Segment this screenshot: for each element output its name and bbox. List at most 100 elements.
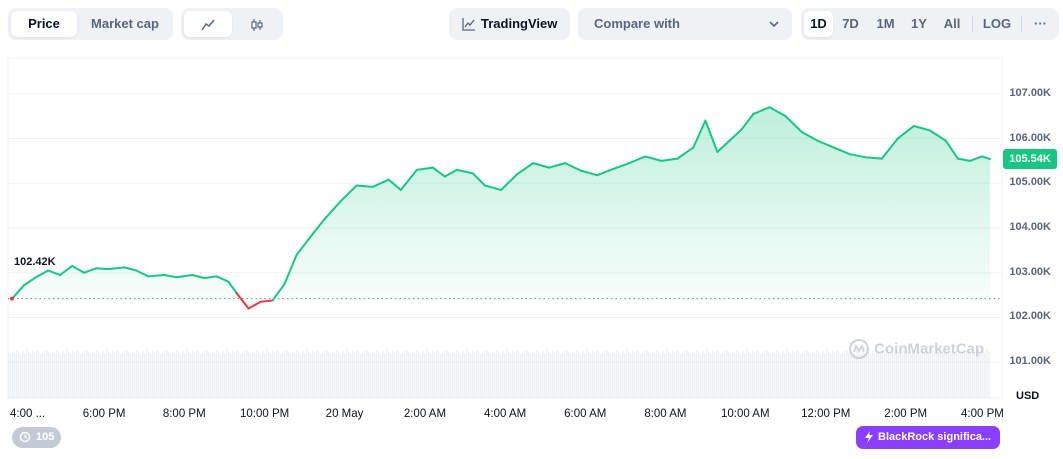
price-line-segment (928, 129, 947, 142)
volume-bar (276, 350, 278, 398)
price-line-segment (580, 169, 599, 177)
price-line-segment (980, 155, 991, 161)
volume-bar (58, 352, 60, 398)
volume-bar (604, 353, 606, 398)
volume-bar (220, 354, 222, 398)
price-line-segment (339, 184, 358, 203)
volume-bar (590, 354, 592, 398)
price-line-segment (283, 253, 298, 285)
range-1d[interactable]: 1D (804, 11, 833, 37)
volume-bar (416, 350, 418, 398)
price-line-segment (455, 168, 474, 175)
market-cap-tab[interactable]: Market cap (91, 16, 159, 31)
volume-bar (28, 352, 30, 398)
price-line-segment (35, 269, 50, 279)
volume-bar (142, 351, 144, 398)
volume-bar (446, 350, 448, 398)
volume-bar (136, 350, 138, 398)
candlestick-button[interactable] (233, 11, 281, 37)
volume-bar (634, 353, 636, 398)
volume-bar (828, 352, 830, 398)
volume-bar (318, 352, 320, 398)
more-options-button[interactable]: ··· (1034, 16, 1047, 31)
volume-bar (764, 353, 766, 398)
volume-bar (730, 354, 732, 398)
volume-bar (822, 351, 824, 398)
compare-dropdown[interactable]: Compare with (578, 8, 792, 40)
volume-bar (374, 353, 376, 398)
volume-bar (168, 352, 170, 398)
events-badge[interactable]: 105 (12, 427, 61, 448)
open-point (10, 296, 15, 301)
price-line-segment (431, 166, 446, 178)
price-tab[interactable]: Price (11, 11, 77, 37)
volume-bar (698, 352, 700, 398)
volume-bar (608, 352, 610, 398)
volume-bar (592, 351, 594, 398)
volume-bar (244, 353, 246, 398)
volume-bar (256, 350, 258, 398)
volume-bar (968, 352, 970, 398)
volume-bar (268, 352, 270, 398)
range-1m[interactable]: 1M (876, 16, 895, 31)
volume-bar (638, 352, 640, 398)
volume-bar (780, 354, 782, 398)
volume-bar (470, 354, 472, 398)
volume-bar (674, 353, 676, 398)
volume-bar (332, 351, 334, 398)
price-line-segment (728, 128, 743, 142)
volume-bar (624, 353, 626, 398)
volume-bar (866, 350, 868, 398)
volume-bar (662, 351, 664, 398)
tradingview-button[interactable]: TradingView (449, 8, 570, 40)
range-all[interactable]: All (943, 16, 961, 31)
volume-bar (282, 351, 284, 398)
volume-bar (898, 352, 900, 398)
volume-bar (588, 352, 590, 398)
volume-bar (430, 354, 432, 398)
volume-bar (810, 354, 812, 398)
volume-bar (814, 353, 816, 398)
volume-bar (442, 351, 444, 398)
log-scale-toggle[interactable]: LOG (982, 16, 1012, 31)
volume-bar (860, 354, 862, 398)
volume-bar (728, 352, 730, 398)
volume-bar (678, 352, 680, 398)
price-line-segment (612, 162, 631, 170)
volume-bar (758, 352, 760, 398)
volume-bar (304, 353, 306, 398)
volume-bar (16, 350, 18, 398)
volume-bar (542, 351, 544, 398)
volume-bar (636, 350, 638, 398)
volume-bar (940, 354, 942, 398)
volume-bar (806, 350, 808, 398)
volume-bar (746, 350, 748, 398)
price-line-segment (704, 119, 719, 153)
line-chart-button[interactable] (184, 11, 232, 37)
volume-bar (254, 353, 256, 398)
volume-bar (620, 354, 622, 398)
volume-bar (808, 352, 810, 398)
volume-bar (684, 353, 686, 398)
volume-bar (770, 354, 772, 398)
volume-bar (840, 354, 842, 398)
volume-bar (48, 352, 50, 398)
range-7d[interactable]: 7D (842, 16, 859, 31)
volume-bar (534, 353, 536, 398)
volume-bar (394, 353, 396, 398)
volume-bar (358, 352, 360, 398)
volume-bar (222, 351, 224, 398)
volume-bar (412, 351, 414, 398)
price-line-segment (816, 139, 835, 149)
volume-bar (458, 352, 460, 398)
volume-bar (834, 353, 836, 398)
volume-bar (532, 351, 534, 398)
volume-bar (632, 351, 634, 398)
volume-bar (754, 353, 756, 398)
volume-bar (36, 350, 38, 398)
volume-bar (18, 352, 20, 398)
volume-bar (148, 352, 150, 398)
volume-bar (380, 354, 382, 398)
range-1y[interactable]: 1Y (911, 16, 927, 31)
news-event-badge[interactable]: BlackRock significa... (856, 426, 1000, 449)
